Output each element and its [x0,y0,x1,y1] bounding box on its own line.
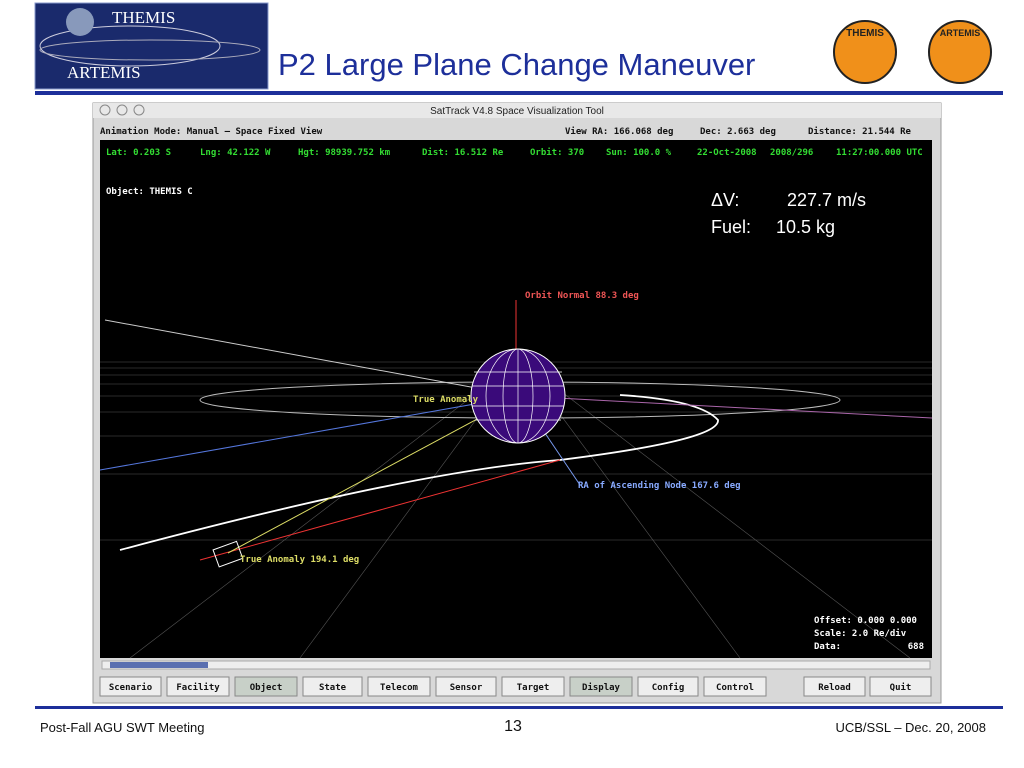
logo-orbit [39,39,261,61]
scene-label: True Anomaly [413,395,479,405]
info-field: 11:27:00.000 UTC [836,148,923,158]
info-field: Dist: 16.512 Re [422,147,504,158]
button-label[interactable]: Display [582,682,621,693]
info-field: 2008/296 [770,148,813,158]
dv-label: ΔV: [711,190,739,210]
button-label[interactable]: State [319,683,347,693]
logo-text: THEMIS [112,8,175,27]
toolbar-button[interactable] [703,676,767,697]
window-button[interactable] [99,104,111,116]
window-button[interactable] [116,104,128,116]
orbit [119,394,719,551]
toolbar-button[interactable] [869,676,932,697]
toolbar-button[interactable] [569,676,633,697]
info-line: Lat: 0.203 S Lng: 42.122 W Hgt: 98939.75… [106,147,923,158]
button-label[interactable]: Telecom [380,683,419,693]
dv-value: 227.7 m/s [787,190,866,210]
scrollbar[interactable] [101,660,931,670]
logo-text: ARTEMIS [67,63,141,82]
info-field: Lat: 0.203 S [106,148,171,158]
badge-text: ARTEMIS [940,28,981,38]
status-ra: View RA: 166.068 deg [565,126,673,137]
info-field: Sun: 100.0 % [606,148,672,158]
button-label[interactable]: Sensor [450,683,483,693]
scene-label: Orbit Normal 88.3 deg [525,290,639,301]
toolbar-button[interactable] [637,676,699,697]
button-label[interactable]: Scenario [109,682,152,693]
footer-right: UCB/SSL – Dec. 20, 2008 [835,720,986,735]
window-title: SatTrack V4.8 Space Visualization Tool [430,106,604,117]
button-label[interactable]: Config [652,682,685,693]
toolbar-button[interactable] [234,676,298,697]
logo-orbit [39,25,221,67]
button-label[interactable]: Target [517,683,550,693]
axis-line [99,395,521,471]
info-field: Lng: 42.122 W [200,148,271,158]
toolbar-button[interactable] [367,676,431,697]
globe-grid [472,348,564,444]
fuel-value: 10.5 kg [776,217,835,237]
window-button[interactable] [133,104,145,116]
badge [928,20,992,84]
button-label[interactable]: Reload [818,683,851,693]
offset: Offset: 0.000 0.000 [814,616,917,626]
object-label: Object: THEMIS C [106,186,193,197]
status-mode: Animation Mode: Manual – Space Fixed Vie… [100,126,323,137]
toolbar-button[interactable] [302,676,363,697]
scroll-thumb[interactable] [110,662,208,668]
scene-label: RA of Ascending Node 167.6 deg [578,480,741,491]
status-distance: Distance: 21.544 Re [808,126,912,137]
toolbar-button[interactable] [435,676,497,697]
title-bar [93,103,941,118]
orbit-segment [199,459,561,561]
button-label[interactable]: Object [250,682,283,693]
button-label[interactable]: Quit [890,682,912,693]
toolbar-button[interactable] [803,676,866,697]
badge-text: THEMIS [846,28,884,39]
footer-left: Post-Fall AGU SWT Meeting [40,720,204,735]
footer-rule [35,706,1003,709]
axis-line [519,395,933,419]
spacecraft [212,540,244,568]
scale: Scale: 2.0 Re/div [814,628,907,639]
button-label[interactable]: Control [716,683,754,693]
button-label[interactable]: Facility [176,682,220,693]
slide-title: P2 Large Plane Change Maneuver [278,47,755,82]
page-number: 13 [504,718,522,735]
fuel-label: Fuel: [711,217,751,237]
toolbar-button[interactable] [99,676,162,697]
data-value: 688 [908,642,924,652]
overlay: ΔV: 227.7 m/s Fuel: 10.5 kg [711,190,866,237]
logo-earth [66,8,94,36]
header-rule [35,91,1003,95]
toolbar-button[interactable] [501,676,565,697]
status-dec: Dec: 2.663 deg [700,127,776,137]
info-field: Orbit: 370 [530,147,584,158]
data-label: Data: [814,642,841,652]
axis-line [227,395,521,554]
axis-line [104,319,521,397]
badge [833,20,897,84]
toolbar-button[interactable] [166,676,230,697]
info-field: 22-Oct-2008 [697,148,757,158]
info-field: Hgt: 98939.752 km [298,148,391,158]
scale-box: Offset: 0.000 0.000 Scale: 2.0 Re/div Da… [814,616,924,652]
scene-label: True Anomaly 194.1 deg [240,555,359,565]
button-row: Scenario Facility Object State Telecom Sensor… [99,676,932,697]
